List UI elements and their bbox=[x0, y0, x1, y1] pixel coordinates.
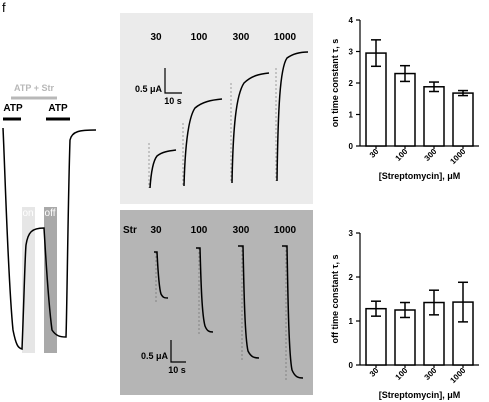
off-chart-y-tick-label: 2 bbox=[349, 273, 354, 282]
atp-trace-figure: on off ATP + Str ATP ATP bbox=[2, 83, 97, 353]
off-conc-label-30: 30 bbox=[150, 225, 162, 236]
on-trace-300 bbox=[231, 72, 270, 184]
off-chart-x-tick-label: 30 bbox=[368, 366, 381, 379]
off-chart-bar bbox=[394, 309, 416, 366]
off-chart-x-tick-label: 300 bbox=[423, 366, 439, 382]
on-conc-label-100: 100 bbox=[191, 32, 208, 43]
on-trace-100 bbox=[183, 98, 223, 187]
off-chart-bar bbox=[365, 307, 387, 366]
off-trace-300 bbox=[238, 245, 260, 359]
on-chart-x-axis-label: [Streptomycin], μM bbox=[379, 171, 461, 181]
on-shade-label: on bbox=[22, 208, 33, 219]
off-chart-y-axis-label: off time constant τ, s bbox=[330, 254, 340, 343]
on-chart-y-tick-label: 1 bbox=[349, 111, 354, 120]
off-time-constant-chart: 0 1 2 3 30 100 300 1000 [Streptomycin], μM off ti… bbox=[330, 229, 479, 400]
off-conc-label-1000: 1000 bbox=[274, 225, 297, 236]
on-chart-y-tick-label: 2 bbox=[349, 79, 354, 88]
panel-letter: f bbox=[2, 0, 6, 15]
on-time-constant-chart: 0 1 2 3 4 30 100 300 1000 [Streptomycin], μM on ti… bbox=[330, 16, 479, 181]
off-chart-y-tick-label: 1 bbox=[349, 317, 354, 326]
off-traces-panel bbox=[120, 210, 313, 395]
off-traces-figure: Str 30 100 300 1000 0.5 μA 10 s bbox=[123, 225, 304, 380]
off-str-label: Str bbox=[123, 225, 137, 236]
off-chart-x-tick-label: 100 bbox=[394, 366, 410, 382]
on-scale-current: 0.5 μA bbox=[135, 84, 163, 94]
on-traces-figure: 30 100 300 1000 0.5 μA 10 s bbox=[135, 32, 309, 189]
on-chart-y-tick-label: 0 bbox=[349, 142, 354, 151]
on-chart-x-tick-label: 1000 bbox=[448, 147, 467, 166]
on-trace-30 bbox=[149, 149, 177, 189]
off-trace-30 bbox=[154, 251, 169, 299]
on-scale-time: 10 s bbox=[164, 96, 182, 106]
on-scale-bar bbox=[164, 68, 182, 94]
atp-right-label: ATP bbox=[48, 103, 68, 114]
on-chart-bar bbox=[452, 92, 474, 147]
on-chart-bar bbox=[394, 72, 416, 147]
off-chart-x-axis-label: [Streptomycin], μM bbox=[379, 390, 461, 400]
off-chart-y-tick-label: 3 bbox=[349, 229, 354, 238]
on-chart-x-tick-label: 100 bbox=[394, 147, 410, 163]
on-chart-bar bbox=[423, 86, 445, 147]
off-scale-bar bbox=[170, 340, 186, 363]
off-scale-time: 10 s bbox=[168, 365, 186, 375]
off-scale-current: 0.5 μA bbox=[141, 351, 169, 361]
atp-left-label: ATP bbox=[3, 103, 23, 114]
on-trace-1000 bbox=[276, 51, 309, 182]
on-chart-y-axis-label: on time constant τ, s bbox=[330, 39, 340, 128]
on-conc-label-300: 300 bbox=[233, 32, 250, 43]
atp-str-label: ATP + Str bbox=[14, 83, 54, 93]
off-chart-y-tick-label: 0 bbox=[349, 361, 354, 370]
off-trace-1000 bbox=[282, 245, 304, 379]
off-conc-label-100: 100 bbox=[191, 225, 208, 236]
on-chart-x-tick-label: 30 bbox=[368, 147, 381, 160]
on-chart-x-tick-label: 300 bbox=[423, 147, 439, 163]
on-conc-label-1000: 1000 bbox=[274, 32, 297, 43]
off-chart-x-tick-label: 1000 bbox=[448, 366, 467, 385]
current-trace bbox=[2, 127, 97, 350]
on-shade bbox=[22, 207, 35, 353]
off-shade-label: off bbox=[45, 208, 56, 219]
on-chart-y-tick-label: 3 bbox=[349, 48, 354, 57]
off-conc-label-300: 300 bbox=[233, 225, 250, 236]
on-conc-label-30: 30 bbox=[150, 32, 162, 43]
off-trace-100 bbox=[196, 247, 214, 333]
on-chart-y-tick-label: 4 bbox=[349, 16, 354, 25]
off-shade bbox=[44, 207, 57, 353]
